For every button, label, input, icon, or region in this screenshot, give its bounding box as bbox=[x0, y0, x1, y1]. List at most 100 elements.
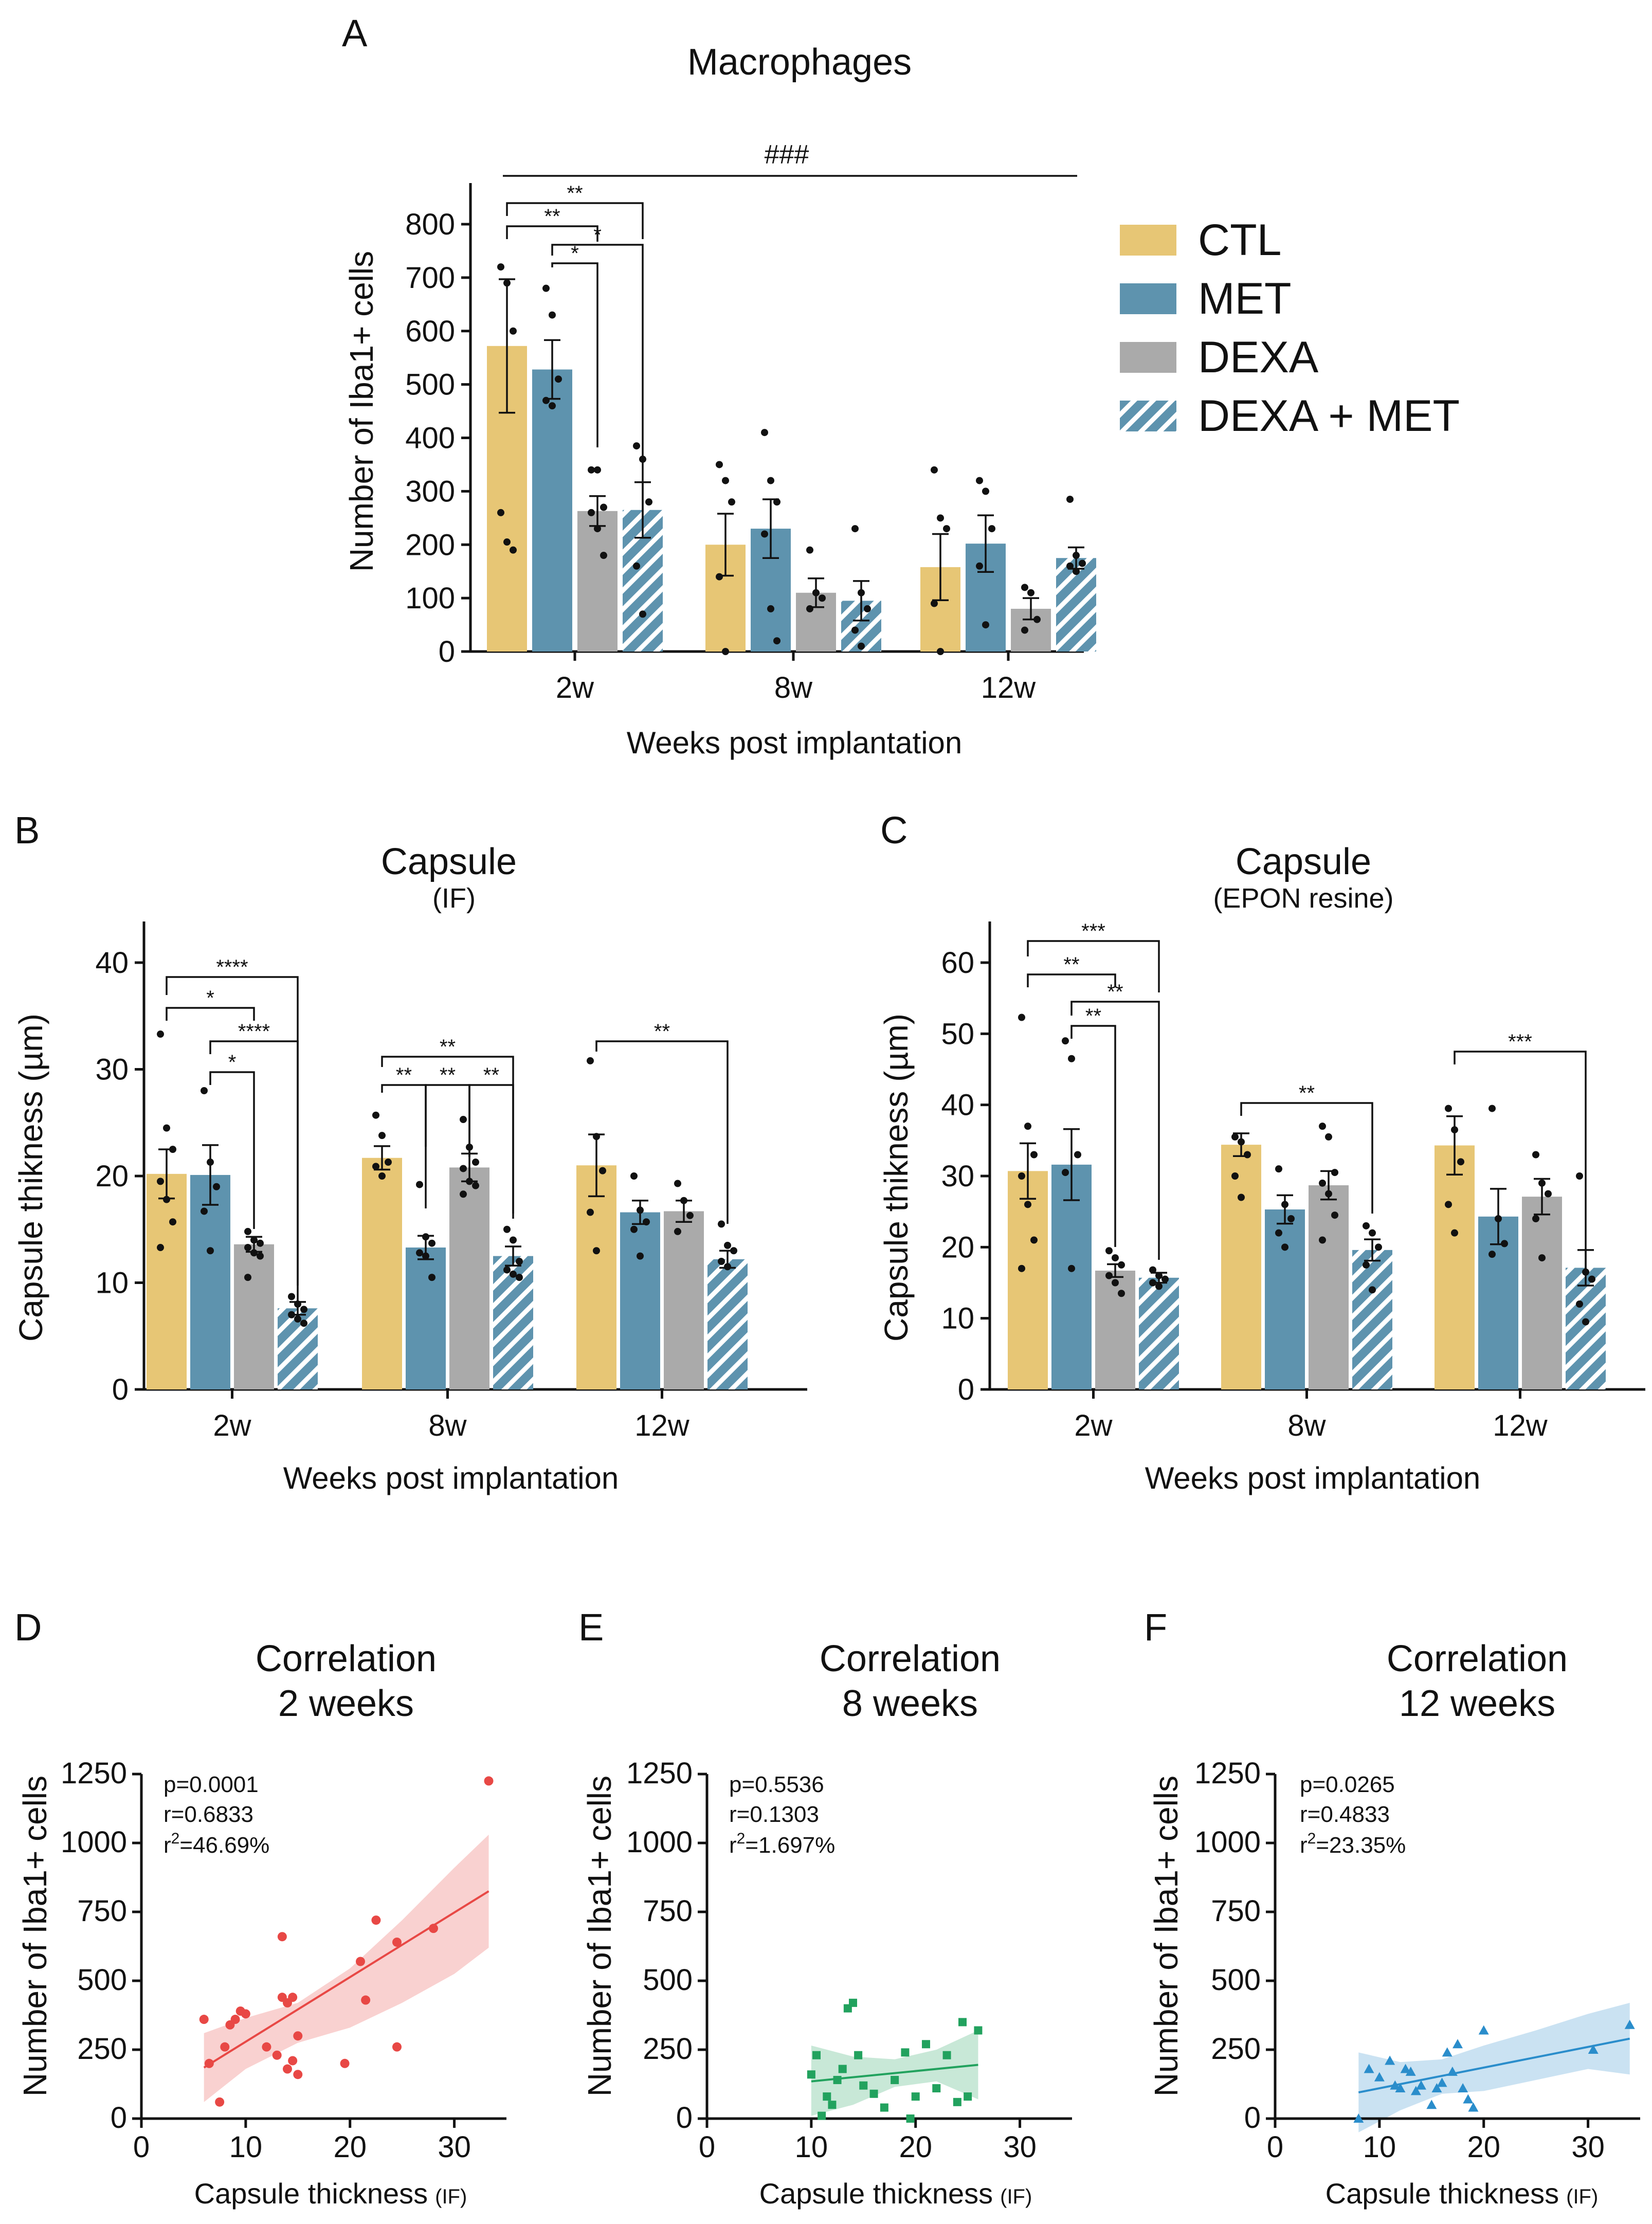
panel-c-data-point bbox=[1068, 1264, 1075, 1272]
panel-c-sig-label: ** bbox=[1299, 1082, 1315, 1105]
panel-b-data-point bbox=[372, 1111, 379, 1119]
panel-f-data-point bbox=[1364, 2064, 1374, 2073]
panel-b-data-point bbox=[250, 1249, 258, 1257]
panel-e-r2-sup: 2 bbox=[737, 1830, 746, 1847]
panel-b-data-point bbox=[157, 1030, 164, 1038]
panel-b-data-point bbox=[643, 1218, 650, 1226]
panel-d-ylabel: Number of Iba1+ cells bbox=[16, 1776, 53, 2096]
panel-f-r2-rest: =23.35% bbox=[1316, 1833, 1406, 1858]
panel-e-stat-p: p=0.5536 bbox=[729, 1772, 824, 1797]
panel-b-data-point bbox=[294, 1315, 301, 1323]
panel-f-xlabel-main: Capsule thickness bbox=[1326, 2177, 1559, 2210]
panel-c-data-point bbox=[1231, 1172, 1239, 1180]
panel-e-data-point bbox=[964, 2092, 972, 2101]
panel-letter-b: B bbox=[14, 809, 40, 852]
panel-f-y-tick-label: 0 bbox=[1244, 2101, 1261, 2135]
panel-a-y-tick-label: 500 bbox=[405, 368, 455, 402]
panel-c-y-tick-label: 60 bbox=[941, 946, 974, 980]
panel-b-data-point bbox=[724, 1263, 731, 1271]
panel-letter-e: E bbox=[578, 1606, 604, 1649]
panel-f-data-point bbox=[1390, 2080, 1401, 2090]
panel-e-data-point bbox=[828, 2101, 837, 2109]
panel-b-data-point bbox=[213, 1183, 220, 1190]
panel-b-data-point bbox=[244, 1274, 251, 1281]
panel-f-x-tick-label: 10 bbox=[1363, 2130, 1396, 2164]
panel-e-data-point bbox=[818, 2111, 826, 2120]
panel-b-sig-bracket bbox=[595, 1040, 729, 1224]
panel-d-data-point bbox=[288, 1993, 298, 2002]
panel-a-data-point bbox=[722, 477, 729, 484]
panel-a-data-point bbox=[728, 498, 735, 506]
panel-a-data-point bbox=[645, 498, 652, 506]
panel-c-data-point bbox=[1105, 1247, 1113, 1255]
panel-b-data-point bbox=[503, 1225, 511, 1233]
panel-c-bar-dexa-met-8w bbox=[1352, 1250, 1392, 1389]
panel-a-y-tick-label: 200 bbox=[405, 528, 455, 562]
panel-a-xlabel: Weeks post implantation bbox=[627, 726, 963, 760]
panel-d-data-point bbox=[283, 2064, 292, 2074]
panel-a-data-point bbox=[503, 538, 511, 546]
panel-b-sig-label: ** bbox=[483, 1064, 499, 1087]
panel-b-data-point bbox=[718, 1220, 725, 1228]
panel-b-data-point bbox=[599, 1167, 606, 1174]
panel-c-data-point bbox=[1538, 1179, 1546, 1187]
panel-e-stat-r2: r2=1.697% bbox=[729, 1830, 835, 1858]
panel-d-data-point bbox=[371, 1915, 381, 1925]
panel-b-y-tick-label: 0 bbox=[112, 1373, 129, 1406]
panel-b-data-point bbox=[416, 1249, 423, 1257]
panel-a-sig-bracket bbox=[551, 262, 598, 447]
panel-d-data-point bbox=[356, 1957, 365, 1966]
panel-e-xlabel-small: (IF) bbox=[1000, 2185, 1032, 2208]
panel-c-data-point bbox=[1281, 1243, 1288, 1251]
panel-a-data-point bbox=[773, 498, 780, 506]
panel-b-bar-ctl-12w bbox=[576, 1165, 616, 1389]
panel-c-bar-met-8w bbox=[1265, 1209, 1305, 1389]
panel-c-bar-met-2w bbox=[1051, 1164, 1092, 1389]
panel-c-data-point bbox=[1576, 1300, 1583, 1308]
panel-b-data-point bbox=[169, 1146, 176, 1153]
panel-c-data-point bbox=[1244, 1151, 1251, 1159]
panel-f-x-tick-label: 20 bbox=[1467, 2130, 1500, 2164]
panel-a-data-point bbox=[864, 605, 871, 612]
panel-a-data-point bbox=[851, 525, 859, 533]
panel-f-data-point bbox=[1437, 2077, 1447, 2087]
panel-b-data-point bbox=[207, 1247, 214, 1255]
panel-f-fit-line bbox=[1358, 2037, 1630, 2094]
panel-d-data-point bbox=[340, 2058, 350, 2068]
panel-a-data-point bbox=[982, 487, 989, 495]
panel-c-data-point bbox=[1068, 1055, 1075, 1062]
panel-e-x-tick-label: 20 bbox=[899, 2130, 932, 2164]
panel-f-r2-prefix: r bbox=[1300, 1833, 1308, 1858]
panel-d-y-tick-label: 1250 bbox=[61, 1757, 127, 1790]
panel-c-bar-met-12w bbox=[1478, 1216, 1518, 1389]
panel-b-data-point bbox=[460, 1116, 467, 1124]
panel-f-stat-r: r=0.4833 bbox=[1300, 1802, 1390, 1827]
panel-a-data-point bbox=[633, 562, 640, 570]
legend-swatch-dexa bbox=[1120, 342, 1176, 373]
panel-e-y-tick-label: 250 bbox=[643, 2032, 693, 2066]
panel-a-data-point bbox=[1027, 589, 1034, 596]
panel-b-data-point bbox=[201, 1207, 208, 1215]
panel-f-data-point bbox=[1453, 2039, 1463, 2049]
panel-d-x-tick-label: 30 bbox=[438, 2130, 471, 2164]
panel-d-r2-sup: 2 bbox=[171, 1830, 180, 1847]
panel-c-data-point bbox=[1118, 1261, 1125, 1269]
panel-a-data-point bbox=[639, 610, 646, 618]
panel-a-y-tick-label: 600 bbox=[405, 315, 455, 348]
panel-c-bar-ctl-12w bbox=[1435, 1145, 1475, 1389]
panel-c-data-point bbox=[1161, 1275, 1169, 1283]
panel-c-data-point bbox=[1532, 1215, 1539, 1222]
panel-c-x-tick-label-8w: 8w bbox=[1287, 1409, 1326, 1442]
panel-c-data-point bbox=[1105, 1272, 1113, 1279]
panel-f-title: Correlation bbox=[1387, 1638, 1568, 1679]
panel-c-data-point bbox=[1319, 1236, 1326, 1244]
panel-f-data-point bbox=[1416, 2080, 1426, 2090]
panel-a-data-point bbox=[716, 573, 723, 581]
panel-a-data-point bbox=[988, 525, 995, 533]
panel-e-data-point bbox=[953, 2098, 961, 2106]
panel-e-y-tick-label: 0 bbox=[676, 2101, 693, 2135]
panel-e-data-point bbox=[807, 2070, 815, 2079]
panel-e-data-point bbox=[838, 2065, 847, 2073]
panel-a-data-point bbox=[937, 648, 944, 655]
panel-b-x-tick-label-12w: 12w bbox=[634, 1409, 690, 1442]
